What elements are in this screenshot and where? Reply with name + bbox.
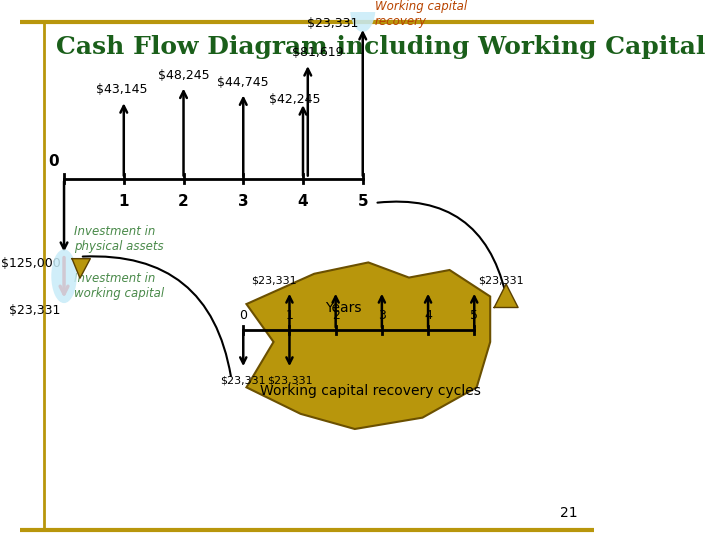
Text: 2: 2 — [332, 309, 340, 322]
Text: 3: 3 — [378, 309, 386, 322]
Text: $42,245: $42,245 — [269, 93, 321, 106]
Text: $48,245: $48,245 — [158, 69, 210, 82]
Text: $23,331: $23,331 — [220, 376, 266, 386]
Text: 0: 0 — [49, 154, 59, 169]
Text: 0: 0 — [239, 309, 247, 322]
Text: $44,745: $44,745 — [217, 76, 269, 89]
Text: $23,331: $23,331 — [251, 275, 297, 285]
Polygon shape — [72, 259, 90, 278]
Text: $23,331: $23,331 — [478, 275, 524, 285]
Text: 21: 21 — [560, 507, 578, 521]
Ellipse shape — [350, 0, 376, 32]
Text: 5: 5 — [357, 194, 368, 209]
Text: $81,619: $81,619 — [292, 46, 343, 59]
Text: $23,331: $23,331 — [307, 17, 358, 30]
Text: Cash Flow Diagram including Working Capital: Cash Flow Diagram including Working Capi… — [56, 35, 706, 59]
Text: 4: 4 — [297, 194, 308, 209]
Text: 4: 4 — [424, 309, 432, 322]
Text: 2: 2 — [178, 194, 189, 209]
Text: Working capital
recovery: Working capital recovery — [374, 1, 467, 29]
Text: Years: Years — [325, 301, 362, 315]
Polygon shape — [246, 262, 490, 429]
Text: $23,331: $23,331 — [266, 376, 312, 386]
Text: Investment in
physical assets: Investment in physical assets — [73, 225, 163, 253]
Polygon shape — [494, 284, 518, 307]
Text: $43,145: $43,145 — [96, 84, 148, 97]
Text: 5: 5 — [470, 309, 478, 322]
Text: $125,000: $125,000 — [1, 256, 61, 269]
Text: Working capital recovery cycles: Working capital recovery cycles — [260, 384, 481, 398]
Text: 3: 3 — [238, 194, 248, 209]
Text: Investment in
working capital: Investment in working capital — [73, 272, 163, 300]
Text: $23,331: $23,331 — [9, 303, 61, 316]
Text: 1: 1 — [286, 309, 294, 322]
Text: 1: 1 — [119, 194, 129, 209]
Ellipse shape — [51, 249, 77, 303]
